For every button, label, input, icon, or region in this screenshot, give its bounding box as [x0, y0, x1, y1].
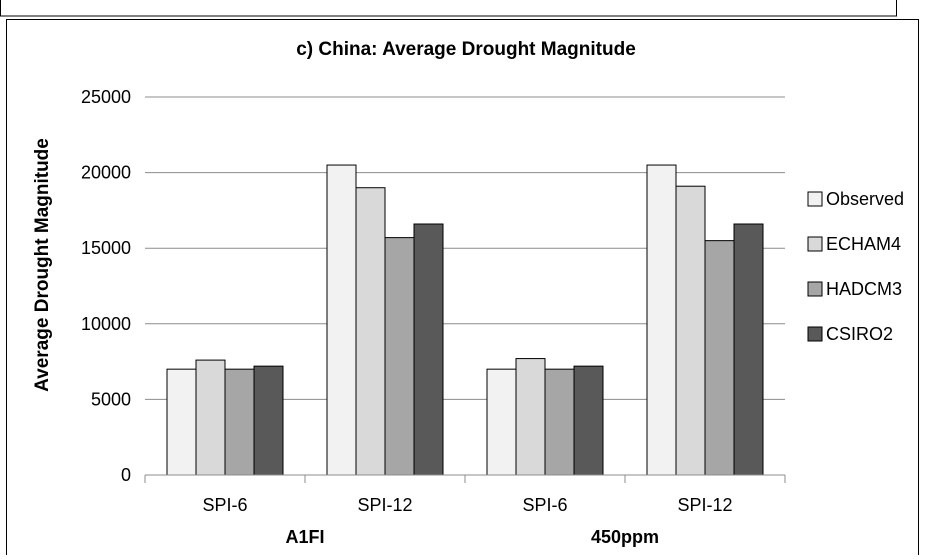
y-tick-label: 25000	[81, 87, 131, 107]
x-tick-label: SPI-6	[522, 495, 567, 515]
legend-swatch	[807, 191, 823, 207]
legend-label: ECHAM4	[826, 234, 901, 254]
bar	[166, 368, 197, 476]
bar	[326, 164, 357, 476]
top-panel-frame	[0, 0, 897, 17]
y-tick-label: 0	[121, 465, 131, 485]
x-group-labels: A1FI 450ppm	[285, 527, 659, 547]
legend-swatch	[807, 281, 823, 297]
y-axis-label: Average Drought Magnitude	[32, 138, 53, 392]
legend-label: HADCM3	[826, 279, 902, 299]
y-tick-labels: 0 5000 10000 15000 20000 25000	[81, 87, 131, 485]
bar	[253, 365, 284, 476]
chart-frame	[6, 19, 919, 560]
bar	[413, 223, 444, 476]
bar	[573, 365, 604, 476]
chart-title: c) China: Average Drought Magnitude	[296, 39, 636, 60]
bar	[224, 368, 255, 476]
bar	[195, 359, 226, 476]
legend-label: Observed	[826, 189, 904, 209]
y-tick-label: 20000	[81, 163, 131, 183]
bar	[733, 223, 764, 476]
bar	[675, 185, 706, 476]
legend: Observed ECHAM4 HADCM3 CSIRO2	[807, 189, 904, 344]
bar	[544, 368, 575, 476]
x-tick-label: SPI-6	[202, 495, 247, 515]
bar	[486, 368, 517, 476]
x-tick-label: SPI-12	[357, 495, 412, 515]
x-tick-labels: SPI-6 SPI-12 SPI-6 SPI-12	[202, 495, 732, 515]
bar	[515, 358, 546, 476]
x-group-label: 450ppm	[591, 527, 659, 547]
bar	[704, 240, 735, 476]
x-tick-label: SPI-12	[677, 495, 732, 515]
x-group-label: A1FI	[285, 527, 324, 547]
bar	[355, 187, 386, 476]
legend-label: CSIRO2	[826, 324, 893, 344]
y-tick-label: 10000	[81, 314, 131, 334]
axes	[144, 474, 786, 483]
y-tick-label: 5000	[91, 389, 131, 409]
bars	[166, 164, 764, 476]
bar	[384, 237, 415, 476]
y-tick-label: 15000	[81, 238, 131, 258]
legend-swatch	[807, 326, 823, 342]
legend-swatch	[807, 236, 823, 252]
bar	[646, 164, 677, 476]
